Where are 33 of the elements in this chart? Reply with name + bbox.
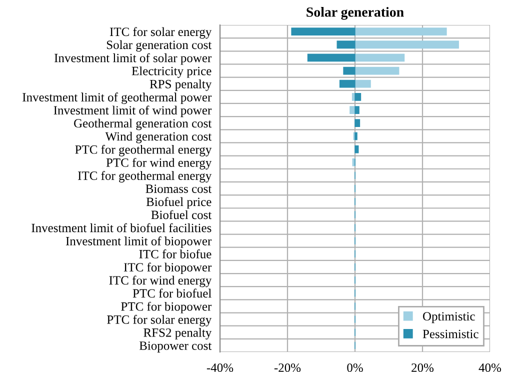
x-tick-label: -20% — [274, 363, 301, 372]
y-tick-label: Electricity price — [132, 66, 212, 78]
y-tick-label: RPS penalty — [150, 80, 212, 91]
y-tick-label: PTC for solar energy — [107, 314, 212, 326]
y-tick-label: PTC for geothermal energy — [75, 144, 212, 156]
y-tick-label: Investment limit of wind power — [54, 106, 212, 118]
legend-label: Pessimistic — [422, 330, 478, 338]
y-tick-label: Solar generation cost — [106, 40, 212, 52]
y-tick-label: Biofuel price — [146, 197, 212, 209]
y-tick-label: Wind generation cost — [105, 132, 212, 144]
x-tick-label: 40% — [478, 363, 502, 372]
y-tick-label: Biofuel cost — [151, 210, 212, 220]
legend-label: Optimistic — [423, 312, 475, 324]
y-tick-label: Investment limit of geothermal power — [22, 92, 212, 104]
y-tick-label: Geothermal generation cost — [74, 118, 212, 130]
y-tick-label: ITC for biopower — [124, 262, 212, 274]
y-tick-label: ITC for geothermal energy — [78, 171, 212, 183]
y-tick-label: PTC for biopower — [121, 302, 212, 314]
y-tick-label: Investment limit of solar power — [54, 53, 212, 65]
y-tick-label: Investment limit of biofuel facilities — [32, 223, 212, 232]
x-tick-label: 20% — [412, 363, 434, 372]
y-tick-label: ITC for wind energy — [109, 276, 212, 288]
x-tick-label: -40% — [206, 363, 234, 372]
y-tick-label: Biomass cost — [146, 184, 212, 193]
x-tick-label: 0% — [347, 363, 363, 372]
y-tick-label: Biopower cost — [139, 342, 212, 352]
y-tick-label: PTC for biofuel — [132, 288, 212, 298]
y-tick-label: Investment limit of biopower — [66, 236, 212, 248]
y-tick-label: PTC for wind energy — [106, 158, 212, 170]
y-tick-label: RFS2 penalty — [144, 328, 212, 340]
y-tick-label: ITC for solar energy — [110, 27, 212, 39]
y-tick-label: ITC for biofue — [139, 249, 212, 258]
chart-title: Solar generation — [306, 7, 404, 20]
